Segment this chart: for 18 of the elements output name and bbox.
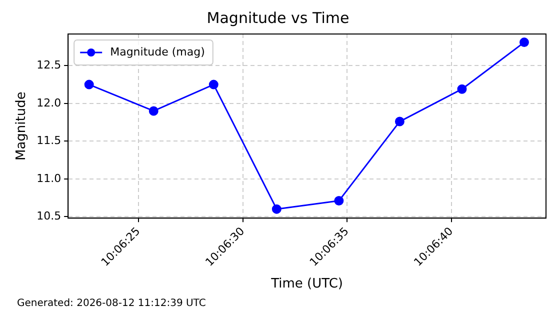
y-tick-label: 11.0 xyxy=(36,172,62,185)
point xyxy=(394,116,404,126)
chart-title: Magnitude vs Time xyxy=(206,8,350,27)
x-axis-title: Time (UTC) xyxy=(270,276,343,292)
legend-label: Magnitude (mag) xyxy=(110,45,205,58)
point xyxy=(519,38,529,48)
point xyxy=(272,204,282,214)
y-tick-label: 12.5 xyxy=(36,58,62,72)
point xyxy=(457,84,467,94)
y-tick-label: 10.5 xyxy=(36,209,62,222)
text: Generated: 2026-08-12 11:12:39 UTC xyxy=(17,298,206,309)
point xyxy=(148,106,158,116)
y-tick-label: 11.5 xyxy=(36,134,62,148)
y-tick-label: 12.0 xyxy=(36,96,62,110)
y-axis-title: Magnitude xyxy=(14,92,30,161)
point xyxy=(334,196,344,206)
point xyxy=(84,80,94,90)
point xyxy=(208,80,218,90)
